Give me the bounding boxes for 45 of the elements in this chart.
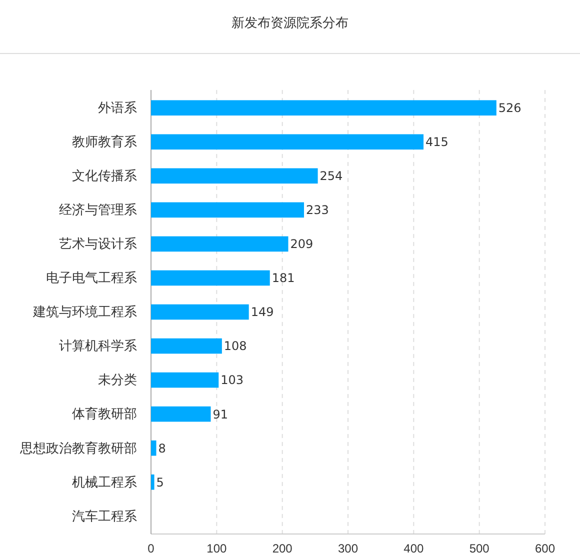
x-tick-label: 0 [148,542,155,556]
x-tick-label: 600 [534,542,556,556]
y-tick-label: 外语系 [98,100,137,116]
y-tick-label: 电子电气工程系 [46,270,137,286]
data-label: 149 [250,305,274,320]
data-label: 254 [320,169,343,184]
data-label: 8 [158,441,166,456]
bar [151,474,154,490]
x-tick-label: 200 [272,542,293,556]
chart-title: 新发布资源院系分布 [232,16,348,31]
y-tick-label: 教师教育系 [72,134,137,150]
y-tick-label: 计算机科学系 [59,338,137,354]
data-label: 108 [224,339,247,354]
data-label: 181 [272,271,295,286]
bar [151,304,249,320]
bar [151,134,424,150]
data-label: 103 [220,373,244,388]
data-label: 5 [156,475,164,490]
bar [151,372,219,388]
y-tick-label: 汽车工程系 [72,508,137,524]
bar [151,236,288,252]
bar [151,406,211,422]
x-tick-label: 300 [338,542,358,556]
x-tick-label: 500 [469,542,490,556]
x-tick-label: 100 [206,542,227,556]
y-tick-label: 文化传播系 [72,168,137,184]
y-tick-label: 建筑与环境工程系 [32,304,137,320]
y-tick-label: 体育教研部 [72,406,137,422]
data-label: 91 [212,407,228,422]
data-label: 415 [426,135,448,150]
data-label: 233 [306,203,329,218]
bar [151,338,222,354]
bar [151,440,156,456]
data-label: 526 [498,101,522,116]
bar [151,202,304,218]
bar [151,168,318,184]
y-tick-label: 机械工程系 [72,474,137,490]
y-tick-label: 艺术与设计系 [59,236,137,252]
x-tick-label: 400 [404,542,424,556]
y-tick-label: 思想政治教育教研部 [19,440,137,456]
data-label: 209 [290,237,314,252]
bar [151,100,496,116]
y-tick-label: 经济与管理系 [59,202,137,218]
bar [151,270,270,286]
y-tick-label: 未分类 [98,372,137,388]
